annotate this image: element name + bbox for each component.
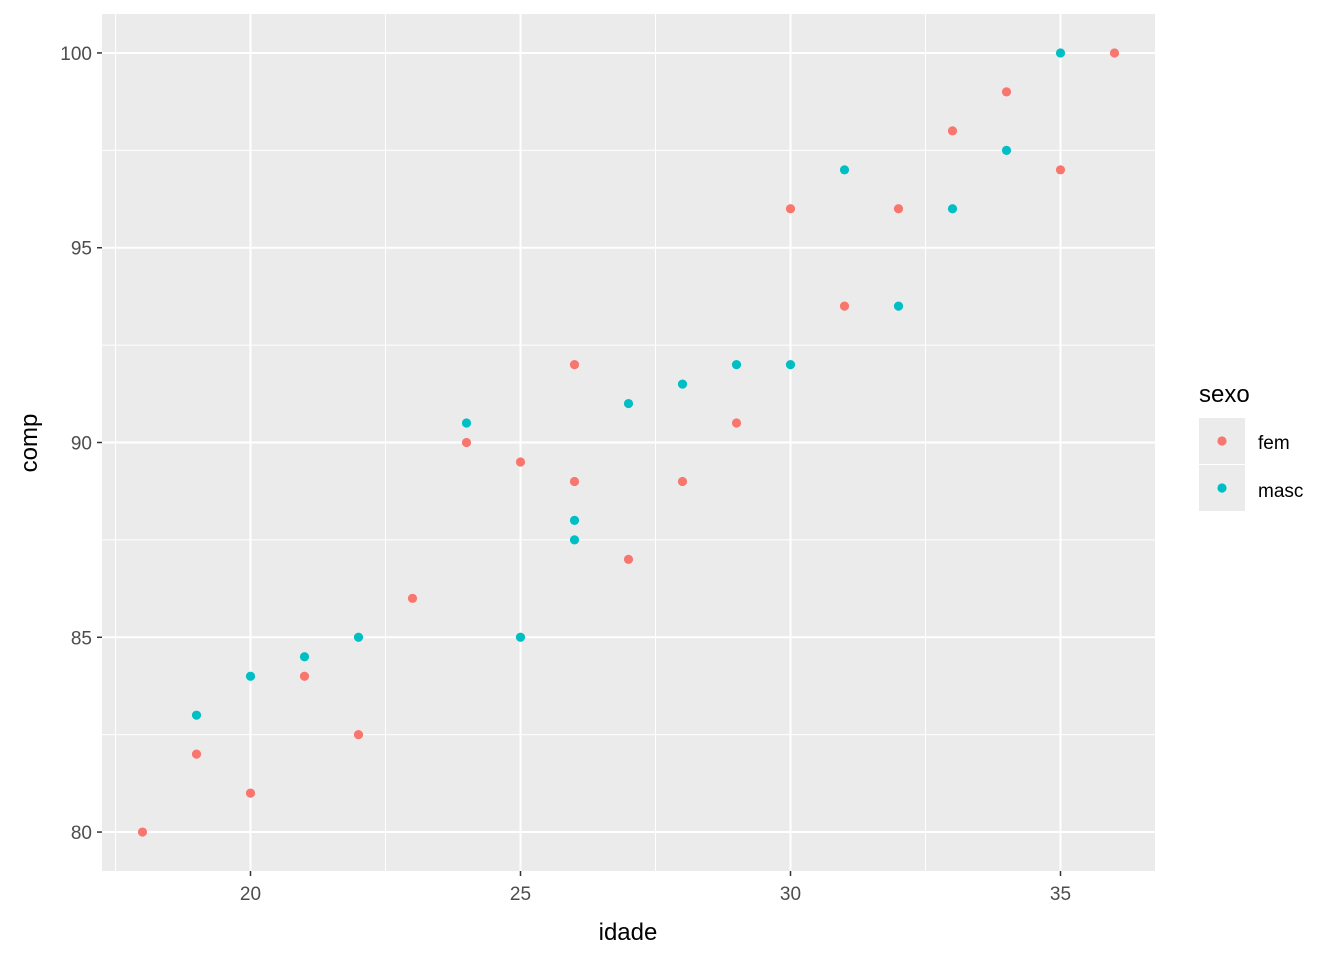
data-point-fem — [245, 788, 256, 798]
data-point-masc — [569, 515, 580, 526]
data-point-fem — [1109, 48, 1120, 58]
y-tick-label: 90 — [71, 434, 92, 455]
data-point-fem — [839, 301, 850, 311]
data-point-fem — [731, 418, 742, 428]
data-point-fem — [623, 554, 634, 564]
x-axis-title: idade — [599, 919, 658, 946]
data-point-masc — [461, 418, 472, 428]
data-point-masc — [677, 379, 688, 389]
data-point-masc — [245, 671, 256, 681]
y-tick-label: 85 — [71, 628, 92, 649]
y-tick-label: 80 — [71, 823, 92, 844]
y-axis-title: comp — [16, 414, 43, 473]
data-point-fem — [515, 457, 526, 467]
x-tick-label: 30 — [780, 884, 801, 905]
y-tick-label: 95 — [71, 239, 92, 260]
x-tick-label: 25 — [510, 884, 531, 905]
data-point-masc — [623, 398, 634, 409]
data-point-masc — [731, 359, 742, 370]
data-point-fem — [1055, 165, 1066, 175]
data-point-fem — [947, 126, 958, 136]
data-point-masc — [1001, 145, 1012, 155]
data-points — [137, 48, 1120, 837]
x-axis: 20 25 30 35 — [240, 871, 1071, 905]
legend-label-fem: fem — [1258, 433, 1290, 454]
legend-key-fem — [1217, 436, 1227, 446]
major-gridlines — [102, 14, 1155, 871]
data-point-fem — [299, 671, 310, 681]
data-point-fem — [353, 730, 364, 740]
legend-key-masc — [1217, 483, 1227, 493]
data-point-masc — [947, 204, 958, 214]
data-point-masc — [515, 632, 526, 642]
data-point-fem — [569, 476, 580, 487]
data-point-fem — [461, 437, 472, 448]
data-point-fem — [785, 204, 796, 214]
data-point-fem — [893, 204, 904, 214]
data-point-fem — [191, 749, 202, 759]
data-point-masc — [839, 165, 850, 175]
x-tick-label: 35 — [1050, 884, 1071, 905]
data-point-masc — [299, 652, 310, 662]
data-point-fem — [1001, 87, 1012, 97]
legend-title: sexo — [1199, 381, 1250, 408]
legend: sexo fem masc — [1199, 381, 1303, 511]
data-point-fem — [569, 359, 580, 370]
y-axis: 80 85 90 95 100 — [60, 44, 102, 844]
data-point-masc — [191, 710, 202, 720]
data-point-masc — [785, 359, 796, 370]
data-point-fem — [407, 593, 418, 603]
y-tick-label: 100 — [60, 44, 92, 65]
x-tick-label: 20 — [240, 884, 261, 905]
data-point-fem — [137, 827, 148, 837]
data-point-masc — [1055, 48, 1066, 58]
data-point-masc — [893, 301, 904, 311]
legend-label-masc: masc — [1258, 481, 1303, 502]
data-point-fem — [677, 476, 688, 487]
data-point-masc — [569, 535, 580, 545]
data-point-masc — [353, 632, 364, 642]
